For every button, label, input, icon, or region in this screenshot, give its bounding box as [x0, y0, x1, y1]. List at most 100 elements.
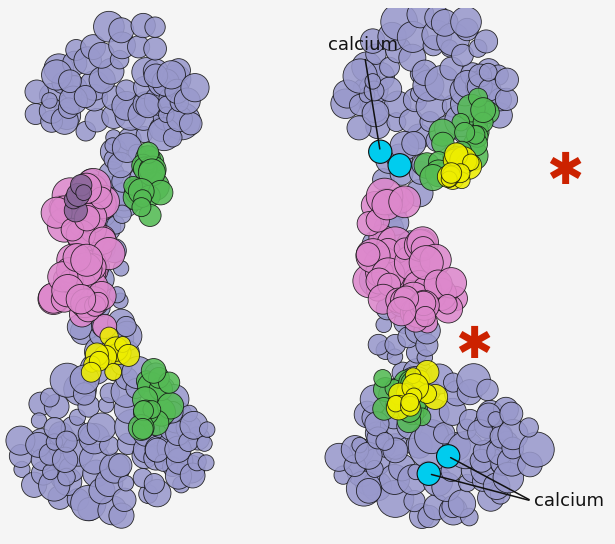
- Circle shape: [81, 84, 108, 111]
- Circle shape: [419, 461, 435, 478]
- Circle shape: [366, 209, 389, 232]
- Circle shape: [413, 408, 430, 426]
- Circle shape: [425, 160, 452, 187]
- Circle shape: [376, 317, 392, 332]
- Circle shape: [73, 295, 95, 318]
- Circle shape: [90, 176, 125, 210]
- Circle shape: [146, 407, 177, 438]
- Circle shape: [406, 180, 433, 207]
- Circle shape: [424, 364, 454, 394]
- Circle shape: [356, 239, 390, 273]
- Circle shape: [132, 58, 161, 86]
- Circle shape: [148, 181, 173, 205]
- Circle shape: [362, 405, 388, 431]
- Circle shape: [362, 100, 389, 127]
- Circle shape: [443, 432, 470, 460]
- Circle shape: [170, 93, 189, 112]
- Circle shape: [145, 163, 164, 182]
- Circle shape: [478, 92, 499, 114]
- Circle shape: [411, 291, 436, 316]
- Circle shape: [467, 74, 492, 99]
- Circle shape: [376, 341, 395, 360]
- Circle shape: [423, 385, 448, 410]
- Circle shape: [377, 227, 413, 264]
- Circle shape: [392, 254, 419, 281]
- Circle shape: [135, 146, 160, 170]
- Circle shape: [490, 424, 513, 447]
- Circle shape: [132, 443, 157, 468]
- Circle shape: [79, 287, 109, 316]
- Circle shape: [343, 59, 378, 93]
- Circle shape: [364, 246, 400, 283]
- Circle shape: [480, 437, 503, 461]
- Circle shape: [381, 404, 407, 429]
- Circle shape: [64, 199, 87, 222]
- Circle shape: [346, 471, 381, 506]
- Circle shape: [100, 436, 119, 455]
- Circle shape: [451, 7, 482, 37]
- Circle shape: [57, 244, 89, 276]
- Circle shape: [56, 431, 77, 452]
- Circle shape: [425, 65, 459, 100]
- Circle shape: [88, 198, 116, 227]
- Circle shape: [394, 245, 430, 281]
- Circle shape: [84, 336, 116, 367]
- Circle shape: [110, 51, 129, 69]
- Circle shape: [31, 461, 55, 485]
- Circle shape: [378, 258, 399, 279]
- Circle shape: [180, 463, 205, 488]
- Circle shape: [407, 124, 431, 149]
- Circle shape: [79, 71, 109, 100]
- Circle shape: [462, 154, 479, 170]
- Circle shape: [105, 363, 124, 381]
- Circle shape: [29, 392, 52, 416]
- Circle shape: [442, 166, 461, 184]
- Circle shape: [58, 98, 79, 119]
- Circle shape: [459, 410, 481, 431]
- Circle shape: [84, 356, 100, 372]
- Circle shape: [406, 432, 432, 458]
- Circle shape: [144, 38, 167, 60]
- Circle shape: [440, 57, 463, 80]
- Circle shape: [477, 59, 501, 82]
- Circle shape: [439, 497, 467, 525]
- Circle shape: [376, 239, 395, 258]
- Circle shape: [92, 213, 121, 242]
- Circle shape: [47, 208, 81, 242]
- Circle shape: [100, 453, 130, 483]
- Circle shape: [383, 210, 409, 235]
- Circle shape: [106, 325, 133, 352]
- Circle shape: [457, 380, 482, 405]
- Circle shape: [110, 183, 138, 211]
- Circle shape: [48, 426, 76, 453]
- Circle shape: [457, 419, 477, 439]
- Circle shape: [78, 498, 101, 521]
- Circle shape: [107, 216, 125, 234]
- Circle shape: [58, 70, 81, 92]
- Circle shape: [73, 174, 108, 209]
- Circle shape: [407, 1, 434, 28]
- Circle shape: [475, 30, 498, 53]
- Circle shape: [424, 494, 449, 520]
- Circle shape: [116, 317, 136, 337]
- Circle shape: [376, 265, 402, 291]
- Circle shape: [418, 313, 438, 333]
- Circle shape: [347, 116, 371, 140]
- Circle shape: [390, 162, 413, 186]
- Circle shape: [386, 395, 411, 420]
- Circle shape: [101, 104, 126, 128]
- Circle shape: [129, 178, 154, 205]
- Circle shape: [437, 23, 469, 55]
- Circle shape: [133, 468, 152, 487]
- Circle shape: [473, 112, 493, 132]
- Circle shape: [198, 455, 214, 471]
- Circle shape: [349, 438, 374, 463]
- Circle shape: [46, 434, 63, 450]
- Circle shape: [71, 175, 92, 196]
- Circle shape: [389, 387, 407, 405]
- Circle shape: [407, 342, 427, 363]
- Circle shape: [367, 279, 389, 301]
- Circle shape: [387, 395, 404, 412]
- Circle shape: [383, 438, 408, 463]
- Circle shape: [385, 380, 403, 397]
